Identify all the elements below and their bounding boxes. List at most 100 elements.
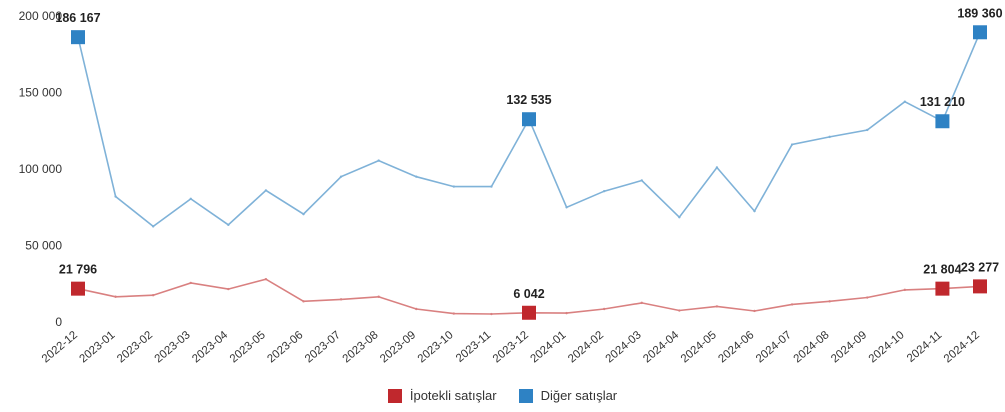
data-point [302,300,305,303]
legend-label-ipotekli: İpotekli satışlar [409,388,497,403]
data-point [452,312,456,315]
x-tick-label: 2023-04 [190,329,231,366]
legend-item-diger[interactable]: Diğer satışlar [518,388,618,403]
y-tick-label: 50 000 [25,239,62,253]
x-tick-label: 2023-02 [115,329,155,365]
data-point [602,189,606,193]
highlight-marker [522,305,536,320]
x-tick-label: 2024-04 [641,329,682,366]
data-point [640,301,643,305]
data-point [790,143,794,146]
legend: İpotekli satışlar Diğer satışlar [0,388,1005,403]
data-point [640,179,643,182]
x-tick-label: 2022-12 [40,329,80,365]
data-point [678,309,681,312]
data-point [753,209,756,213]
data-point [339,175,343,178]
data-point [114,195,117,198]
series-line-1 [77,31,981,228]
highlight-marker [522,112,536,127]
data-point [715,166,719,169]
data-point [151,294,155,297]
data-point [903,288,907,292]
data-point [753,309,756,313]
data-label: 6 042 [513,287,544,301]
marker-layer [71,25,987,320]
data-point [715,305,719,308]
data-point [377,295,380,298]
data-point [227,223,230,227]
data-point [866,296,869,299]
legend-item-ipotekli[interactable]: İpotekli satışlar [387,388,497,403]
data-point [828,135,831,139]
x-tick-label: 2024-01 [528,329,568,365]
data-point [903,100,907,103]
data-point [828,300,831,303]
x-tick-label: 2024-10 [867,329,907,365]
data-point [602,307,606,311]
data-point [264,277,268,281]
x-tick-label: 2024-08 [792,329,832,365]
data-label: 23 277 [961,260,999,274]
x-tick-label: 2024-11 [905,329,944,365]
x-tick-label: 2023-10 [416,329,456,365]
data-label: 131 210 [920,95,965,109]
x-tick-label: 2023-06 [265,329,305,365]
data-point [565,206,568,209]
x-tick-label: 2023-07 [303,329,343,365]
series-layer [76,31,982,316]
data-label-layer: 21 796 6 042 21 804 23 277 186 167 132 535 131… [55,6,1002,300]
legend-label-diger: Diğer satışlar [540,388,618,403]
legend-swatch-ipotekli [387,388,402,403]
x-tick-label: 2024-05 [679,329,719,365]
y-tick-label: 100 000 [19,162,63,176]
data-label: 186 167 [55,11,100,25]
data-point [790,303,794,306]
y-tick-label: 200 000 [19,9,63,23]
x-tick-label: 2023-03 [153,329,193,365]
y-axis: 0 50 000 100 000 150 000 200 000 [19,9,63,329]
data-point [264,189,268,192]
data-point [415,175,418,178]
x-tick-label: 2023-11 [454,329,493,365]
data-label: 21 796 [59,263,97,277]
x-tick-label: 2023-12 [491,329,531,365]
data-label: 132 535 [506,93,551,107]
highlight-marker [935,114,950,129]
x-tick-label: 2023-08 [341,329,381,365]
highlight-marker [973,25,987,40]
x-tick-label: 2024-02 [566,329,606,365]
x-tick-label: 2023-05 [228,329,268,365]
data-point [490,185,493,188]
data-point [490,312,493,316]
data-point [415,307,418,311]
y-tick-label: 150 000 [19,86,63,100]
data-point [452,185,456,188]
data-point [151,225,155,228]
highlight-marker [973,279,987,294]
data-label: 189 360 [957,6,1002,20]
data-point [189,281,192,285]
x-tick-label: 2024-06 [716,329,756,365]
legend-swatch-diger [518,388,533,403]
highlight-marker [71,30,85,45]
highlight-marker [71,281,85,296]
data-point [302,212,305,216]
x-axis: 2022-122023-012023-022023-032023-042023-… [40,329,982,366]
data-point [114,295,117,298]
x-tick-label: 2023-09 [378,329,418,365]
data-point [339,298,343,301]
data-point [189,197,192,201]
data-point [377,159,380,162]
y-tick-label: 0 [55,315,62,329]
x-tick-label: 2024-07 [754,329,794,365]
highlight-marker [935,281,950,296]
data-point [866,128,869,132]
data-point [565,311,568,315]
x-tick-label: 2024-03 [604,329,644,365]
x-tick-label: 2024-12 [942,329,982,365]
x-tick-label: 2023-01 [77,329,117,365]
data-point [678,215,681,219]
